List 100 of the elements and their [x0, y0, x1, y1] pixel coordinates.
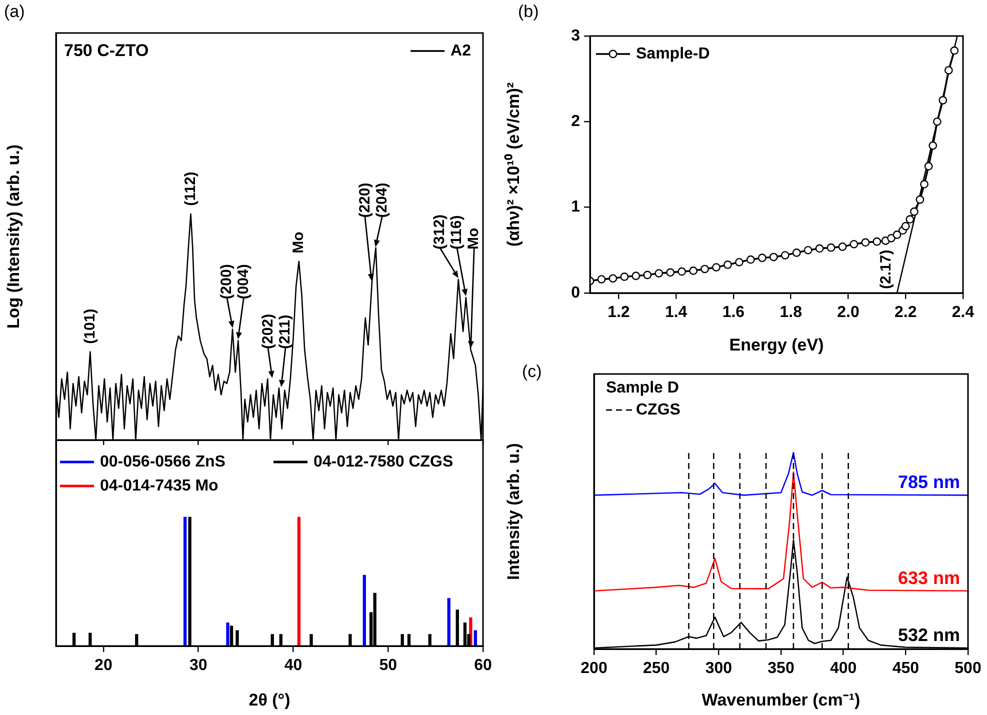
point	[689, 266, 698, 275]
x-tick-label: 450	[892, 660, 920, 678]
point	[850, 240, 858, 248]
x-tick-label: 60	[474, 657, 492, 674]
point	[700, 264, 709, 274]
bar	[297, 516, 300, 646]
point	[920, 180, 928, 188]
x-tick-label: 30	[189, 657, 208, 674]
point	[654, 269, 664, 278]
series-label: 633 nm	[898, 568, 960, 588]
x-tick-label: 2.2	[894, 304, 917, 322]
bar	[447, 598, 450, 646]
annotation: (204)	[374, 182, 391, 218]
point	[861, 238, 870, 247]
point	[632, 272, 640, 280]
point	[924, 162, 933, 170]
x-tick-label: 1.4	[664, 304, 688, 322]
annotation: (211)	[276, 314, 294, 349]
x-axis-title: Energy (eV)	[729, 335, 824, 354]
point	[932, 117, 942, 126]
y-axis-title: (αhν)² ×10¹⁰ (eV/cm)²	[504, 82, 523, 247]
y-tick-label: 1	[571, 198, 580, 216]
annotation: (200)	[218, 264, 235, 300]
series-label: 785 nm	[898, 472, 960, 492]
y-tick-label: 2	[571, 113, 580, 130]
y-tick-label: 0	[571, 284, 580, 302]
legend-label: 00-056-0566 ZnS	[100, 453, 226, 470]
point	[666, 268, 675, 277]
annotation: (2.17)	[878, 250, 895, 289]
point	[916, 195, 924, 204]
x-tick-label: 300	[705, 660, 732, 678]
point	[838, 242, 847, 251]
point	[815, 244, 824, 253]
point	[910, 207, 918, 216]
point	[944, 66, 953, 74]
annotation: (101)	[81, 308, 98, 344]
point	[826, 243, 836, 252]
bar	[362, 574, 366, 646]
x-tick-label: 40	[284, 657, 302, 674]
text: 750 C-ZTO	[64, 41, 149, 60]
x-tick-label: 200	[580, 660, 608, 678]
annotation: (220)	[356, 182, 374, 218]
point	[906, 215, 914, 224]
point	[724, 260, 732, 269]
y-axis-title: Intensity (arb. u.)	[504, 443, 523, 580]
point	[735, 258, 744, 266]
legend-label: 04-014-7435 Mo	[100, 477, 219, 494]
point	[643, 270, 652, 280]
x-tick-label: 50	[379, 657, 398, 674]
point	[712, 263, 720, 272]
legend-label: CZGS	[636, 401, 681, 418]
y-tick-label: 3	[571, 27, 580, 44]
x-tick-label: 350	[768, 660, 794, 678]
bar	[226, 622, 230, 646]
point	[792, 248, 801, 257]
point	[758, 254, 766, 262]
point	[892, 230, 902, 239]
x-axis-title: Wavenumber (cm⁻¹)	[702, 690, 860, 710]
point	[901, 222, 910, 230]
point	[620, 272, 629, 281]
annotation: (312)	[431, 214, 448, 250]
point	[746, 255, 755, 264]
text: (b)	[518, 2, 539, 22]
x-tick-label: 250	[642, 660, 670, 678]
annotation: (202)	[259, 314, 276, 349]
legend-label: A2	[450, 42, 472, 60]
x-tick-label: 20	[94, 657, 112, 674]
annotation: (004)	[234, 264, 252, 300]
text: (c)	[522, 362, 542, 382]
bar	[183, 516, 187, 646]
x-tick-label: 1.6	[722, 304, 745, 322]
point	[597, 275, 606, 284]
series-label: 532 nm	[898, 624, 960, 645]
x-tick-label: 2.4	[952, 304, 974, 322]
annotation: Mo	[290, 232, 308, 254]
legend-label: Sample-D	[636, 45, 710, 62]
legend-label: 04-012-7580 CZGS	[314, 453, 454, 470]
point	[608, 274, 618, 283]
point	[678, 267, 686, 276]
bar	[474, 630, 477, 646]
x-tick-label: 400	[830, 660, 857, 678]
point	[804, 246, 812, 254]
point	[780, 251, 790, 260]
x-tick-label: 2.0	[837, 304, 860, 322]
point	[938, 96, 948, 104]
text: (a)	[4, 2, 25, 22]
x-tick-label: 1.8	[780, 304, 802, 322]
point	[950, 46, 959, 55]
point	[769, 252, 778, 262]
x-axis-title: 2θ (°)	[248, 690, 290, 710]
point	[928, 141, 938, 150]
annotation: (116)	[448, 215, 466, 250]
annotation: (112)	[182, 172, 199, 206]
point	[872, 237, 882, 246]
legend-title: Sample D	[606, 379, 679, 396]
annotation: Mo	[465, 228, 482, 250]
x-tick-label: 1.2	[608, 304, 630, 322]
y-axis-title: Log (Intensity) (arb. u.)	[4, 144, 23, 329]
x-tick-label: 500	[954, 660, 982, 678]
point	[887, 234, 896, 242]
